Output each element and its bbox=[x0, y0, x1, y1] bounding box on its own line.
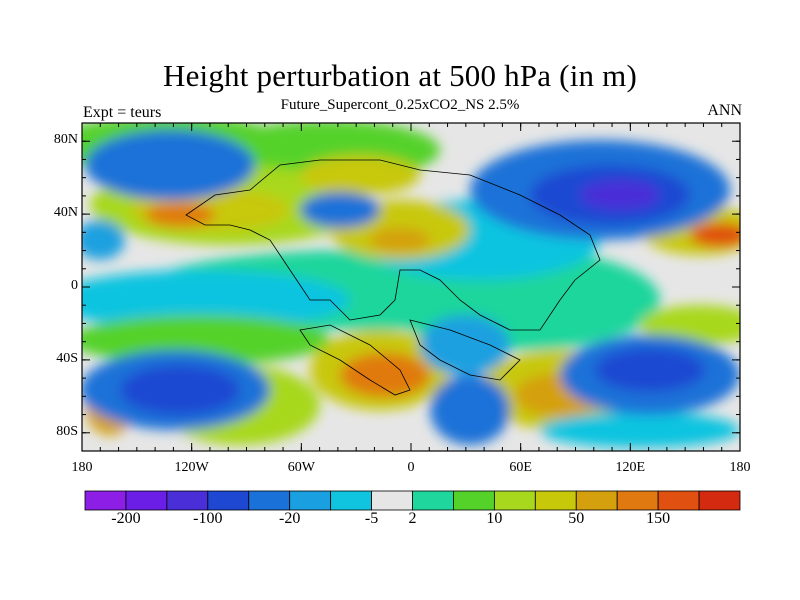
colorbar-swatch bbox=[330, 490, 372, 511]
colorbar-swatch bbox=[207, 490, 250, 511]
colorbar-label: 10 bbox=[486, 510, 503, 527]
lat-tick-label: 0 bbox=[71, 278, 78, 293]
colorbar-swatch bbox=[575, 490, 618, 511]
colorbar-swatch bbox=[248, 490, 291, 511]
colorbar-swatch bbox=[84, 490, 127, 511]
lon-tick-label: 60W bbox=[287, 460, 315, 475]
colorbar-label: 50 bbox=[568, 510, 585, 527]
colorbar-swatch bbox=[698, 490, 741, 511]
colorbar-swatch bbox=[616, 490, 659, 511]
colorbar-swatch bbox=[166, 490, 209, 511]
lat-tick-label: 80N bbox=[53, 132, 78, 148]
experiment-label: Expt = teurs bbox=[83, 104, 162, 121]
lon-tick-label: 60E bbox=[509, 460, 532, 475]
colorbar-swatch bbox=[534, 490, 577, 511]
colorbar-label: 2 bbox=[408, 510, 417, 527]
contour-field bbox=[82, 123, 740, 451]
colorbar-label: -200 bbox=[111, 510, 141, 527]
colorbar bbox=[84, 490, 741, 511]
lon-tick-label: 120W bbox=[174, 460, 209, 475]
colorbar-swatch bbox=[125, 490, 168, 511]
colorbar-label: 150 bbox=[646, 510, 671, 527]
coastlines bbox=[185, 159, 601, 396]
colorbar-swatch bbox=[493, 490, 536, 511]
lon-tick-label: 180 bbox=[71, 460, 93, 475]
lat-tick-label: 80S bbox=[56, 423, 78, 439]
colorbar-swatch bbox=[371, 490, 413, 511]
colorbar-label: -100 bbox=[193, 510, 223, 527]
colorbar-swatch bbox=[412, 490, 454, 511]
map-subtitle: Future_Supercont_0.25xCO2_NS 2.5% bbox=[280, 97, 520, 113]
lat-tick-label: 40S bbox=[56, 350, 78, 366]
lon-tick-label: 120E bbox=[615, 460, 646, 475]
axis-ticks bbox=[81, 122, 741, 452]
colorbar-swatch bbox=[453, 490, 495, 511]
lon-tick-label: 0 bbox=[407, 460, 415, 475]
lon-tick-label: 180 bbox=[729, 460, 751, 475]
season-label: ANN bbox=[707, 102, 742, 119]
colorbar-swatch bbox=[289, 490, 332, 511]
colorbar-label: -5 bbox=[364, 510, 379, 527]
lat-tick-label: 40N bbox=[53, 205, 78, 221]
map-title: Height perturbation at 500 hPa (in m) bbox=[162, 58, 638, 93]
colorbar-label: -20 bbox=[279, 510, 301, 527]
colorbar-swatch bbox=[657, 490, 700, 511]
